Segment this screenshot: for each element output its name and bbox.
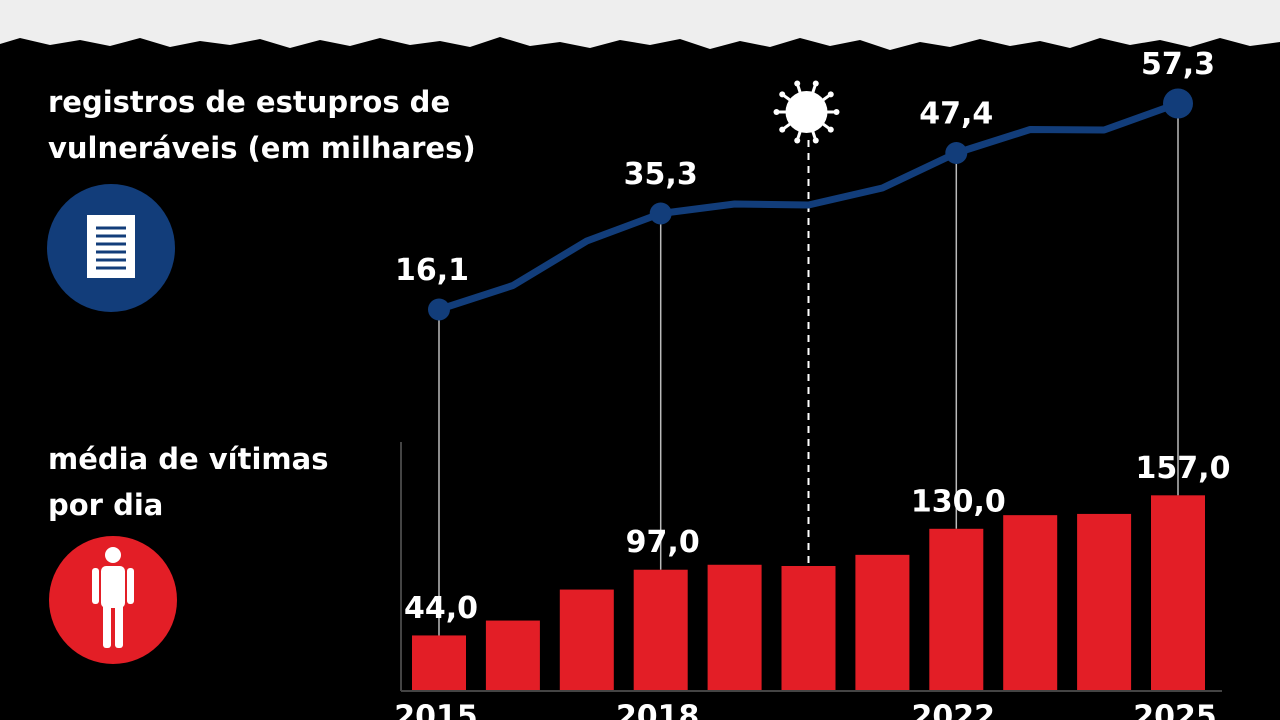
- bar: [1003, 515, 1058, 690]
- covid-spike: [773, 109, 780, 115]
- x-tick-label: 2022: [912, 700, 996, 720]
- x-tick-label: 2015: [394, 700, 478, 720]
- bar: [633, 569, 688, 690]
- bar-label: 130,0: [911, 484, 1006, 519]
- covid-spike: [779, 126, 786, 133]
- document-lines: [96, 226, 126, 270]
- bar: [559, 589, 614, 690]
- bar: [1077, 513, 1132, 690]
- covid-spike: [812, 137, 819, 144]
- covid-icon: [773, 80, 840, 144]
- x-tick-label: 2025: [1133, 700, 1217, 720]
- covid-spike: [833, 109, 840, 115]
- x-tick-label: 2018: [616, 700, 700, 720]
- line-label: 35,3: [624, 157, 698, 192]
- covid-spike: [794, 80, 801, 87]
- line-point: [649, 202, 672, 225]
- covid-spike: [827, 126, 834, 133]
- line-label: 16,1: [395, 253, 469, 288]
- bar-label: 97,0: [626, 525, 700, 560]
- covid-spike: [794, 137, 801, 144]
- line-label: 47,4: [919, 97, 993, 132]
- bar: [929, 528, 984, 690]
- covid-body: [785, 91, 828, 133]
- bar-label: 157,0: [1136, 451, 1231, 486]
- bar: [412, 635, 466, 690]
- torn-paper: [0, 0, 1280, 50]
- covid-spike: [779, 91, 786, 98]
- bar: [781, 566, 836, 690]
- line-point: [428, 298, 450, 321]
- legend-label: registros de estupros de vulneráveis (em …: [48, 85, 476, 165]
- covid-spike: [812, 80, 819, 87]
- bar: [485, 620, 540, 690]
- bar-label: 44,0: [404, 591, 478, 626]
- line-point: [1163, 88, 1193, 119]
- line-point: [945, 142, 968, 164]
- person-icon: [92, 547, 134, 648]
- bar: [1151, 495, 1205, 690]
- covid-spike: [827, 91, 834, 98]
- line: [437, 100, 1180, 313]
- line-label: 57,3: [1141, 47, 1215, 82]
- bar: [707, 564, 762, 690]
- legend-label: média de vítimas por dia: [48, 442, 328, 522]
- bar: [855, 554, 910, 690]
